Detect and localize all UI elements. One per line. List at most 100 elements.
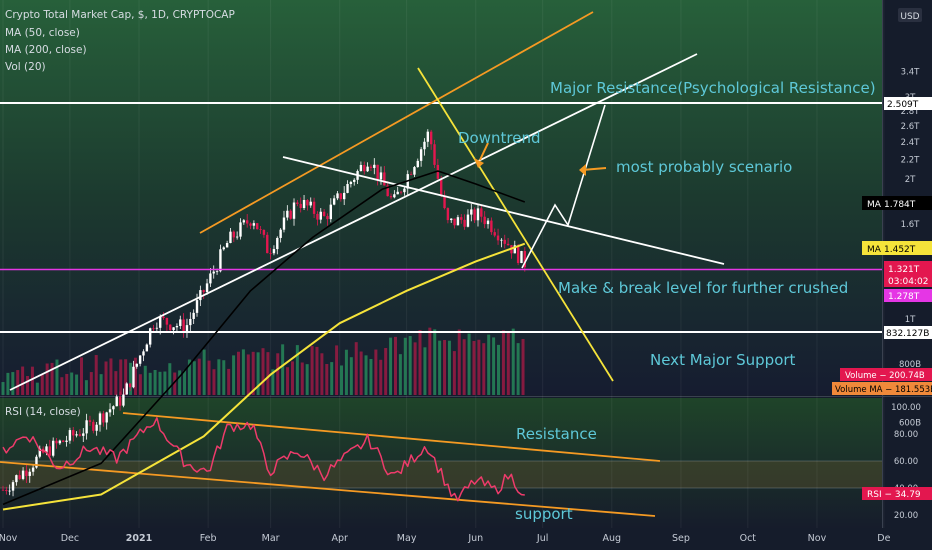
price-axis-tick: 2.2T <box>901 156 921 166</box>
candle-body <box>373 164 376 168</box>
volume-bar <box>497 344 501 395</box>
price-axis-tick: 2T <box>905 175 916 185</box>
volume-bar <box>75 374 79 395</box>
volume-bar <box>413 342 417 395</box>
candle-body <box>332 198 336 205</box>
price-axis-tick: 2.6T <box>901 122 921 132</box>
rsi-badge <box>862 487 932 500</box>
candle-body <box>189 318 192 326</box>
candle-body <box>493 232 496 236</box>
candle-body <box>306 199 309 206</box>
candle-body <box>138 355 142 364</box>
volume-bar <box>340 365 344 395</box>
candle-body <box>363 164 366 172</box>
volume-bar <box>506 332 510 395</box>
volume-bar <box>325 364 329 395</box>
candle-body <box>38 448 41 457</box>
candle-body <box>450 218 453 221</box>
downtrend-annotation: Downtrend <box>458 129 540 147</box>
candle-body <box>68 430 72 441</box>
candle-body <box>72 430 75 436</box>
rsi-axis-tick: 80.00 <box>894 430 918 440</box>
downtrend-arrowhead <box>474 158 484 168</box>
volume-bar <box>271 369 275 395</box>
candle-body <box>309 201 312 206</box>
volume-bar <box>89 372 93 395</box>
candle-body <box>35 456 38 468</box>
price-axis-tick: 3.4T <box>901 68 921 78</box>
volume-bar <box>11 372 15 395</box>
rsi-pane <box>2 417 525 502</box>
candle-body <box>342 192 346 200</box>
candle-body <box>179 319 182 326</box>
candle-body <box>259 229 262 231</box>
candle-body <box>88 420 92 422</box>
candle-body <box>272 249 276 254</box>
volume-bar <box>1 382 5 395</box>
candle-body <box>460 217 463 220</box>
candle-body <box>185 325 189 334</box>
candle-body <box>490 220 493 233</box>
candle-body <box>159 316 162 328</box>
currency-badge[interactable] <box>898 8 922 22</box>
volume-bar <box>114 371 118 395</box>
volume-bar <box>183 370 187 395</box>
candle-body <box>98 413 102 425</box>
volume-bar <box>438 340 442 395</box>
time-axis-tick: Mar <box>262 533 280 544</box>
price-axis-tick: 600B <box>899 418 921 428</box>
candle-body <box>155 327 159 329</box>
candle-body <box>349 181 353 185</box>
volume-bar <box>487 334 491 395</box>
ma50-line <box>2 170 526 506</box>
candle-body <box>25 470 28 476</box>
rsi-axis-tick: 20.00 <box>894 511 918 521</box>
volume-bar <box>79 357 83 395</box>
candle-body <box>369 166 373 168</box>
volume-bar <box>104 361 108 395</box>
volume-bar <box>457 329 461 395</box>
scenario-path <box>521 104 606 269</box>
volume-badge <box>840 368 932 381</box>
candle-body <box>209 273 212 284</box>
candle-body <box>312 201 316 214</box>
volume-legend: Vol (20) <box>5 61 46 73</box>
candle-body <box>162 316 165 318</box>
candle-body <box>195 300 199 313</box>
time-axis-tick: Feb <box>200 533 217 544</box>
volume-bar <box>359 351 363 395</box>
volume-bar <box>305 364 309 395</box>
volume-bar <box>290 361 294 395</box>
candle-body <box>289 210 292 219</box>
volume-bar <box>70 372 74 395</box>
ma200-badge <box>862 196 932 210</box>
level-badge-text: 1.278T <box>888 292 920 302</box>
price-pane-bg <box>0 0 882 395</box>
volume-bar <box>178 370 182 395</box>
candle-body <box>15 475 18 483</box>
candle-body <box>182 319 185 334</box>
currency-label: USD <box>900 12 919 22</box>
volume-bar <box>109 358 113 395</box>
volume-bar <box>344 349 348 395</box>
volume-bar <box>246 354 250 395</box>
volume-bar <box>192 361 196 395</box>
scenario-annotation: most probably scenario <box>616 158 792 176</box>
time-axis-tick: Apr <box>332 533 349 544</box>
ma200-legend: MA (200, close) <box>5 44 87 56</box>
major-resistance-annotation: Major Resistance(Psychological Resistanc… <box>550 79 876 97</box>
ma200-badge-label: MA <box>867 200 882 210</box>
volume-bar <box>320 353 324 395</box>
candle-body <box>386 185 389 197</box>
candle-body <box>132 366 135 388</box>
ma50-badge-value: 1.452T <box>884 245 916 255</box>
candle-body <box>483 216 486 225</box>
volume-bar <box>384 348 388 395</box>
rsi-band <box>0 461 882 488</box>
candle-body <box>399 191 403 193</box>
time-axis-tick: Jul <box>536 533 548 544</box>
volume-bar <box>521 338 525 395</box>
volume-bar <box>295 345 299 395</box>
candle-body <box>235 236 239 238</box>
volume-bar <box>482 343 486 395</box>
